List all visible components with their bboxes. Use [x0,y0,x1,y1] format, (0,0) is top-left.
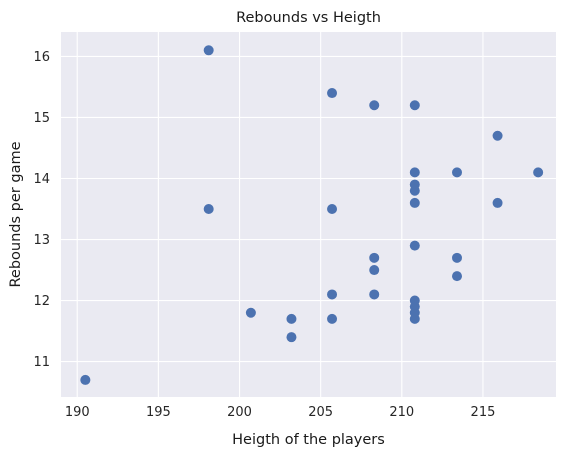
data-point [327,204,338,215]
x-tick-label: 210 [389,405,414,420]
data-point [245,307,256,318]
x-tick-label: 195 [146,405,171,420]
y-tick-label: 16 [33,50,50,65]
data-point [409,100,420,111]
data-point [452,271,462,282]
data-point [409,197,420,208]
data-point [286,332,297,343]
y-tick-label: 14 [33,172,50,187]
data-point [80,374,91,385]
data-point [203,45,214,56]
data-point [369,289,380,300]
data-point [533,167,544,178]
data-point [369,252,380,263]
data-point [409,167,420,178]
x-tick-label: 190 [65,405,90,420]
data-point [327,289,338,300]
chart-title: Rebounds vs Heigth [236,10,381,26]
data-points [80,45,544,385]
data-point [327,88,338,99]
y-axis-title: Rebounds per game [8,141,24,287]
data-point [369,265,380,276]
data-point [286,313,297,324]
y-tick-labels: 11 12 13 14 15 16 [33,50,50,370]
y-tick-label: 15 [33,111,50,126]
data-point [492,197,503,208]
y-tick-label: 12 [33,294,50,309]
data-point [409,313,420,324]
x-axis-title: Heigth of the players [232,432,385,448]
data-point [452,167,462,178]
y-tick-label: 13 [33,233,50,248]
data-point [409,185,420,196]
y-tick-label: 11 [33,355,50,370]
x-tick-label: 200 [227,405,252,420]
data-point [203,204,214,215]
grid [61,32,556,397]
data-point [452,252,462,263]
data-point [327,313,338,324]
data-point [409,240,420,251]
x-tick-labels: 190 195 200 205 210 215 [65,405,496,420]
data-point [492,130,503,141]
data-point [369,100,380,111]
x-tick-label: 215 [471,405,496,420]
x-tick-label: 205 [308,405,333,420]
plot-area [61,32,556,397]
